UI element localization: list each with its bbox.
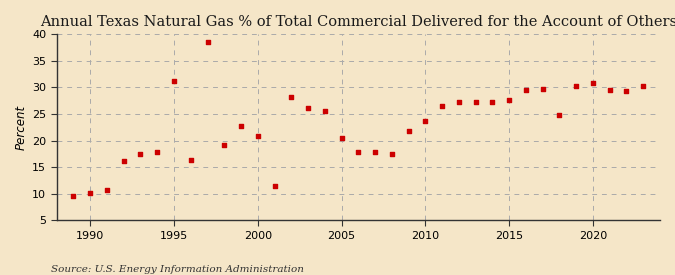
Point [101,187,112,192]
Point [135,152,146,156]
Point [319,109,330,114]
Point [252,134,263,138]
Point [571,84,582,88]
Point [437,103,448,108]
Point [118,159,129,164]
Point [286,95,297,99]
Point [487,100,498,104]
Point [604,87,615,92]
Point [68,194,79,199]
Point [638,84,649,88]
Title: Annual Texas Natural Gas % of Total Commercial Delivered for the Account of Othe: Annual Texas Natural Gas % of Total Comm… [40,15,675,29]
Point [621,89,632,94]
Point [470,100,481,104]
Point [336,136,347,141]
Point [387,152,398,156]
Point [186,158,196,162]
Point [403,129,414,133]
Point [370,150,381,154]
Point [85,191,96,195]
Point [504,98,514,102]
Point [537,86,548,91]
Point [554,113,565,117]
Point [420,119,431,124]
Point [454,100,464,104]
Point [269,184,280,189]
Point [587,81,598,86]
Point [219,143,230,148]
Text: Source: U.S. Energy Information Administration: Source: U.S. Energy Information Administ… [51,265,304,274]
Point [353,150,364,155]
Point [169,79,180,83]
Y-axis label: Percent: Percent [15,105,28,150]
Point [152,150,163,155]
Point [202,40,213,45]
Point [520,88,531,92]
Point [302,106,313,110]
Point [236,123,246,128]
